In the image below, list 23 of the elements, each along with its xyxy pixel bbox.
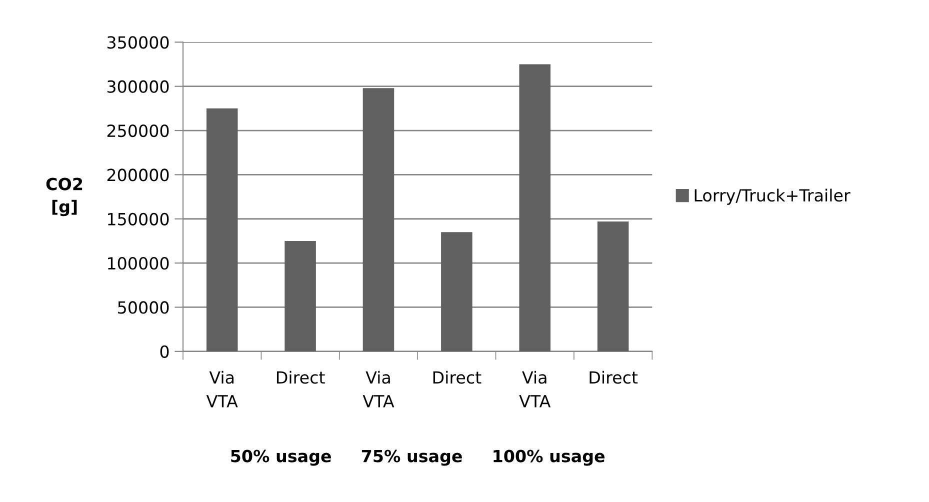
bar (362, 88, 394, 352)
bar (519, 64, 551, 352)
y-tick-label: 200000 (107, 168, 169, 182)
bar (206, 108, 238, 352)
y-tick-label: 150000 (108, 212, 169, 226)
y-tick-label: 250000 (107, 124, 169, 138)
x-tick-label: Via VTA (519, 370, 551, 408)
y-tick-label: 300000 (107, 80, 169, 93)
x-tick-label: Via VTA (362, 370, 394, 408)
x-tick-label: Via VTA (206, 370, 238, 408)
y-tick-label: 100000 (108, 257, 169, 270)
bar (441, 232, 472, 352)
x-tick-label: Direct (276, 370, 325, 384)
bar (597, 222, 629, 352)
x-axis-title: 50% usage 75% usage 100% usage (231, 450, 605, 466)
y-tick-label: 0 (160, 345, 169, 358)
y-tick-label: 350000 (107, 36, 169, 49)
x-tick-label: Direct (590, 370, 638, 384)
y-tick-label: 50000 (118, 301, 169, 314)
x-tick-label: Direct (433, 370, 482, 384)
bar (284, 240, 316, 352)
legend-label: Lorry/Truck+Trailer (694, 188, 850, 205)
y-axis-title: CO2 [g] (46, 178, 82, 216)
